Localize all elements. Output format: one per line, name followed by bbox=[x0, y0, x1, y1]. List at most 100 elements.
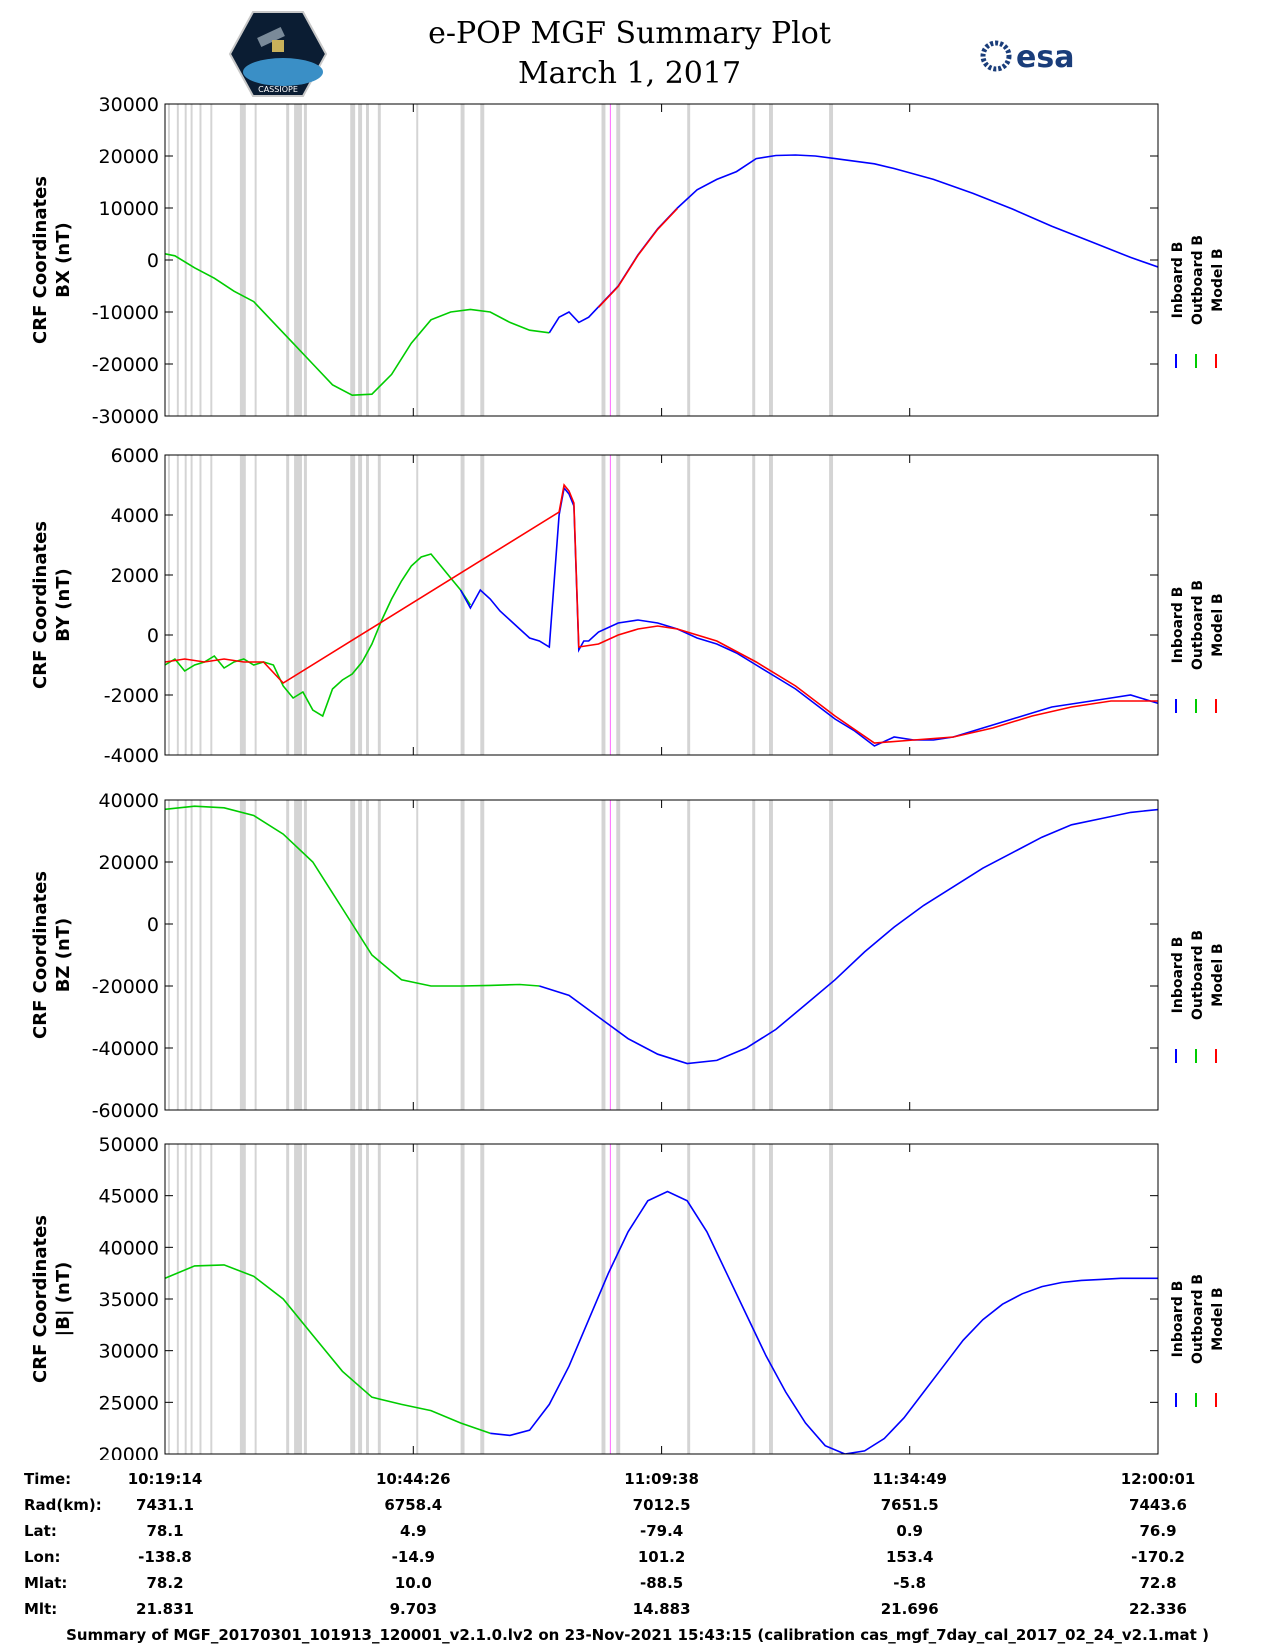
series-outboard-b-line bbox=[165, 805, 540, 987]
legend-label: Inboard B bbox=[1170, 587, 1186, 664]
y-axis-label-line: BY (nT) bbox=[53, 568, 74, 642]
gap-band bbox=[616, 1144, 621, 1454]
gap-band bbox=[366, 104, 369, 416]
legend: Inboard B Outboard B Model B bbox=[1170, 235, 1226, 368]
y-tick-label: 4000 bbox=[111, 505, 159, 527]
y-axis-label: CRF Coordinates BY (nT) bbox=[30, 521, 74, 689]
legend-label: Model B bbox=[1210, 593, 1226, 656]
y-axis-label: CRF Coordinates BZ (nT) bbox=[30, 871, 74, 1039]
series-outboard-b-line bbox=[165, 253, 550, 397]
legend-label: Inboard B bbox=[1170, 1281, 1186, 1358]
gap-band bbox=[480, 455, 485, 755]
gap-band bbox=[616, 455, 621, 755]
title-line-2: March 1, 2017 bbox=[517, 56, 742, 91]
y-tick-label: -60000 bbox=[92, 1100, 159, 1122]
gap-band bbox=[358, 104, 363, 416]
legend: Inboard B Outboard B Model B bbox=[1170, 580, 1226, 713]
y-tick-label: 50000 bbox=[99, 1134, 159, 1156]
gap-band bbox=[616, 800, 621, 1110]
y-tick-label: -30000 bbox=[92, 406, 159, 428]
info-value: 76.9 bbox=[1139, 1522, 1177, 1540]
gap-band bbox=[416, 104, 419, 416]
y-axis-label-line: CRF Coordinates bbox=[30, 176, 51, 344]
gap-band bbox=[303, 104, 307, 416]
legend-label: Outboard B bbox=[1190, 235, 1206, 325]
gap-band bbox=[350, 455, 356, 755]
gap-band bbox=[184, 800, 187, 1110]
info-value: 22.336 bbox=[1129, 1600, 1187, 1618]
series-inboard-b-line bbox=[548, 154, 1158, 334]
legend-label: Model B bbox=[1210, 248, 1226, 311]
info-value: 4.9 bbox=[400, 1522, 427, 1540]
panel-2: -4000 -2000 0 2000 4000 6000 CRF Coordinates BY… bbox=[30, 445, 1226, 767]
info-value: 72.8 bbox=[1139, 1574, 1177, 1592]
y-tick-label: 0 bbox=[147, 250, 159, 272]
series-inboard-b-line bbox=[459, 486, 1158, 747]
y-axis-label-line: CRF Coordinates bbox=[30, 1215, 51, 1383]
gap-band bbox=[286, 800, 290, 1110]
legend-label: Model B bbox=[1210, 943, 1226, 1006]
info-row-label: Rad(km): bbox=[24, 1496, 102, 1514]
info-value: 21.831 bbox=[136, 1600, 194, 1618]
y-tick-label: 35000 bbox=[99, 1289, 159, 1311]
series-inboard-b-line bbox=[490, 1190, 1158, 1454]
series-outboard-b-line bbox=[165, 553, 472, 718]
gap-band bbox=[480, 104, 485, 416]
y-tick-label: 30000 bbox=[99, 94, 159, 116]
gap-band bbox=[350, 104, 356, 416]
info-value: 21.696 bbox=[880, 1600, 939, 1618]
info-value: 11:34:49 bbox=[872, 1470, 947, 1488]
info-value: 7651.5 bbox=[880, 1496, 939, 1514]
gap-band bbox=[460, 1144, 465, 1454]
y-tick-label: 20000 bbox=[99, 146, 159, 168]
info-value: 7431.1 bbox=[136, 1496, 194, 1514]
gap-band bbox=[176, 800, 179, 1110]
panel-4: 20000 25000 30000 35000 40000 45000 50000 CRF C… bbox=[30, 1134, 1226, 1460]
gap-band bbox=[239, 104, 246, 416]
legend-label: Outboard B bbox=[1190, 580, 1206, 670]
gap-band bbox=[176, 1144, 179, 1454]
gap-band bbox=[199, 800, 202, 1110]
gap-band bbox=[294, 800, 302, 1110]
gap-band bbox=[350, 1144, 356, 1454]
gap-band bbox=[210, 800, 213, 1110]
panel-1: -30000 -20000 -10000 0 10000 20000 30000 CRF Co… bbox=[30, 94, 1226, 428]
legend: Inboard B Outboard B Model B bbox=[1170, 1274, 1226, 1407]
gap-band bbox=[460, 455, 465, 755]
info-value: 0.9 bbox=[896, 1522, 923, 1540]
series-model-b-line bbox=[597, 207, 678, 308]
y-tick-label: 2000 bbox=[111, 565, 159, 587]
y-axis-label-line: CRF Coordinates bbox=[30, 871, 51, 1039]
gap-band bbox=[601, 104, 606, 416]
gap-band bbox=[829, 455, 834, 755]
info-value: 12:00:01 bbox=[1120, 1470, 1196, 1488]
gap-band bbox=[366, 800, 369, 1110]
info-value: 153.4 bbox=[885, 1548, 934, 1566]
info-row-label: Mlat: bbox=[24, 1574, 68, 1592]
info-value: 10:19:14 bbox=[127, 1470, 203, 1488]
gap-band bbox=[752, 800, 756, 1110]
gap-band bbox=[752, 455, 756, 755]
y-axis-label-line: |B| (nT) bbox=[53, 1262, 74, 1337]
info-value: -14.9 bbox=[391, 1548, 435, 1566]
gap-band bbox=[254, 800, 257, 1110]
gap-band bbox=[239, 1144, 246, 1454]
title-line-1: e-POP MGF Summary Plot bbox=[428, 16, 831, 51]
gap-band bbox=[254, 455, 257, 755]
series-inboard-b-line bbox=[539, 808, 1158, 1065]
legend-label: Outboard B bbox=[1190, 930, 1206, 1020]
gap-band bbox=[254, 1144, 257, 1454]
gap-band bbox=[480, 800, 485, 1110]
panel-frame bbox=[164, 103, 1159, 417]
gap-band bbox=[210, 104, 213, 416]
info-value: 101.2 bbox=[637, 1548, 686, 1566]
esa-logo: esa bbox=[980, 40, 1074, 75]
gap-band bbox=[601, 1144, 606, 1454]
info-value: 7443.6 bbox=[1129, 1496, 1187, 1514]
gap-band bbox=[294, 455, 302, 755]
legend: Inboard B Outboard B Model B bbox=[1170, 930, 1226, 1063]
gap-band bbox=[303, 1144, 307, 1454]
gap-band bbox=[768, 1144, 773, 1454]
y-tick-label: -2000 bbox=[104, 685, 159, 707]
